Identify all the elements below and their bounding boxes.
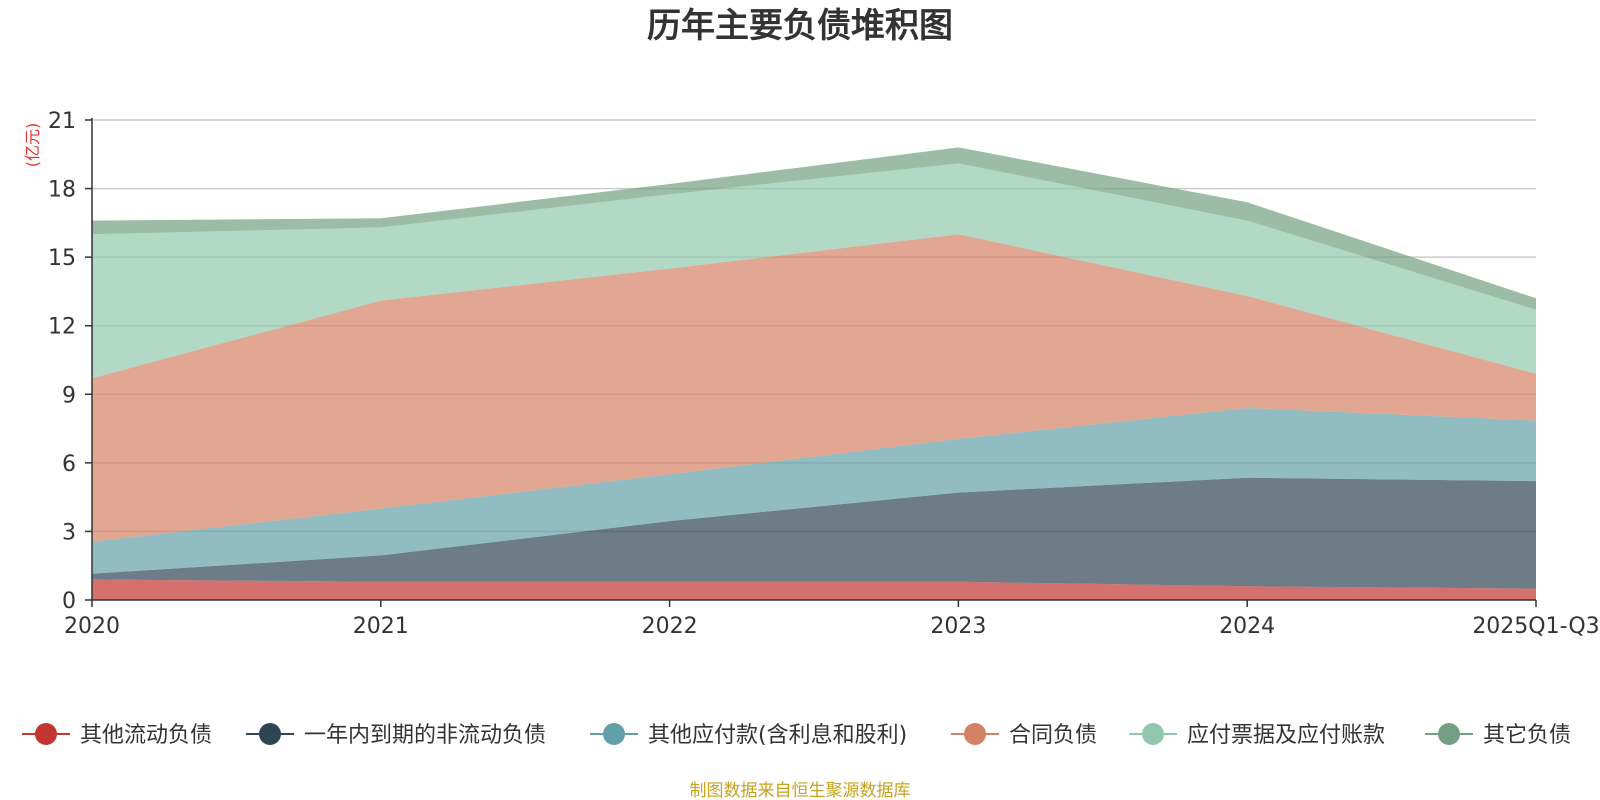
x-tick-label: 2022 — [642, 614, 698, 639]
legend-marker — [1142, 723, 1164, 745]
chart-title: 历年主要负债堆积图 — [647, 6, 953, 46]
y-tick-label: 21 — [48, 109, 76, 134]
area-series-1 — [92, 579, 1536, 600]
legend-marker — [35, 723, 57, 745]
y-tick-label: 9 — [62, 383, 76, 408]
axes: 0 3 6 9 12 15 18 21 2020 2021 2022 2023 2024 2025Q1-Q… — [48, 109, 1600, 639]
y-tick-label: 6 — [62, 452, 76, 477]
legend-item-6[interactable]: 其它负债 — [1425, 723, 1571, 748]
legend-item-2[interactable]: 一年内到期的非流动负债 — [246, 723, 546, 748]
area-series-2 — [92, 477, 1536, 589]
x-tick-label: 2020 — [64, 614, 120, 639]
area-series-5 — [92, 163, 1536, 379]
x-tick-label: 2023 — [930, 614, 986, 639]
legend-marker — [259, 723, 281, 745]
legend-marker — [1438, 723, 1460, 745]
y-tick-label: 12 — [48, 315, 76, 340]
legend-item-5[interactable]: 应付票据及应付账款 — [1129, 723, 1385, 748]
area-series-4 — [92, 234, 1536, 542]
legend-item-1[interactable]: 其他流动负债 — [22, 723, 212, 748]
area-series-layer — [92, 147, 1536, 600]
data-source-note: 制图数据来自恒生聚源数据库 — [690, 781, 911, 800]
legend-label: 其他应付款(含利息和股利) — [648, 723, 907, 748]
y-tick-label: 0 — [62, 589, 76, 614]
x-tick-label: 2025Q1-Q3 — [1472, 614, 1599, 639]
y-tick-label: 18 — [48, 178, 76, 203]
legend-marker — [964, 723, 986, 745]
x-tick-label: 2021 — [353, 614, 409, 639]
y-tick-label: 15 — [48, 246, 76, 271]
legend-label: 应付票据及应付账款 — [1187, 723, 1385, 748]
legend-label: 一年内到期的非流动负债 — [304, 723, 546, 748]
legend-item-3[interactable]: 其他应付款(含利息和股利) — [590, 723, 907, 748]
x-tick-label: 2024 — [1219, 614, 1275, 639]
legend-label: 其它负债 — [1483, 723, 1571, 748]
legend-label: 其他流动负债 — [80, 723, 212, 748]
legend-label: 合同负债 — [1009, 723, 1097, 748]
legend: 其他流动负债 一年内到期的非流动负债 其他应付款(含利息和股利) 合同负债 应付票据及应… — [22, 723, 1571, 748]
y-axis-unit-label: (亿元) — [23, 123, 42, 168]
legend-marker — [603, 723, 625, 745]
legend-item-4[interactable]: 合同负债 — [951, 723, 1097, 748]
y-tick-label: 3 — [62, 520, 76, 545]
area-series-3 — [92, 408, 1536, 574]
